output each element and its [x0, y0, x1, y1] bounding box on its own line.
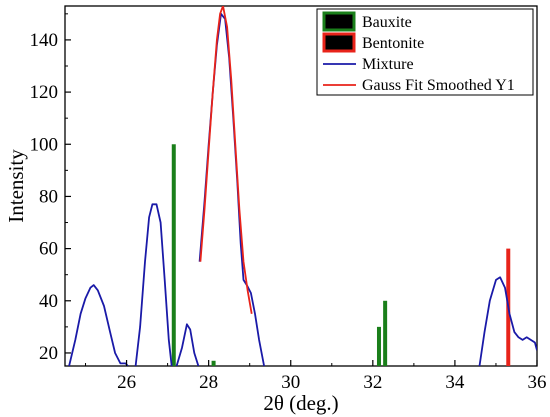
y-tick-label: 40: [39, 291, 58, 312]
x-tick-label: 26: [117, 372, 136, 393]
legend-label-0: Bauxite: [362, 14, 412, 31]
x-tick-label: 30: [281, 372, 300, 393]
legend-swatch-bauxite: [322, 11, 356, 32]
legend-swatch-bentonite: [322, 32, 356, 53]
legend: Bauxite Bentonite Mixture Gauss Fit Smoothe…: [316, 8, 534, 96]
legend-label-1: Bentonite: [362, 35, 424, 52]
x-tick-label: 36: [528, 372, 547, 393]
y-tick-label: 80: [39, 186, 58, 207]
legend-label-3: Gauss Fit Smoothed Y1: [362, 77, 515, 94]
series-line-mixture-0: [68, 284, 129, 366]
x-tick-label: 32: [363, 372, 382, 393]
y-tick-label: 20: [39, 343, 58, 364]
legend-label-2: Mixture: [362, 56, 414, 73]
y-tick-label: 60: [39, 239, 58, 260]
x-tick-label: 34: [445, 372, 465, 393]
series-line-mixture-1: [134, 203, 173, 366]
plot-frame: [64, 5, 538, 367]
x-axis-label: 2θ (deg.): [263, 391, 338, 415]
bar-bauxite-3: [383, 300, 388, 366]
y-tick-label: 140: [30, 30, 59, 51]
series-line-mixture-3: [198, 12, 265, 366]
series-line-mixture-4: [478, 276, 537, 366]
x-tick-label: 28: [199, 372, 218, 393]
bar-bauxite-2: [376, 326, 381, 366]
bar-bauxite-1: [211, 360, 216, 366]
series-line-mixture-2: [175, 323, 200, 366]
y-tick-label: 120: [30, 82, 59, 103]
y-axis-label: Intensity: [4, 149, 28, 223]
y-tick-label: 100: [30, 134, 59, 155]
series-line-gauss-fit-smoothed-y1-0: [199, 6, 253, 314]
bar-bauxite-0: [171, 144, 176, 366]
